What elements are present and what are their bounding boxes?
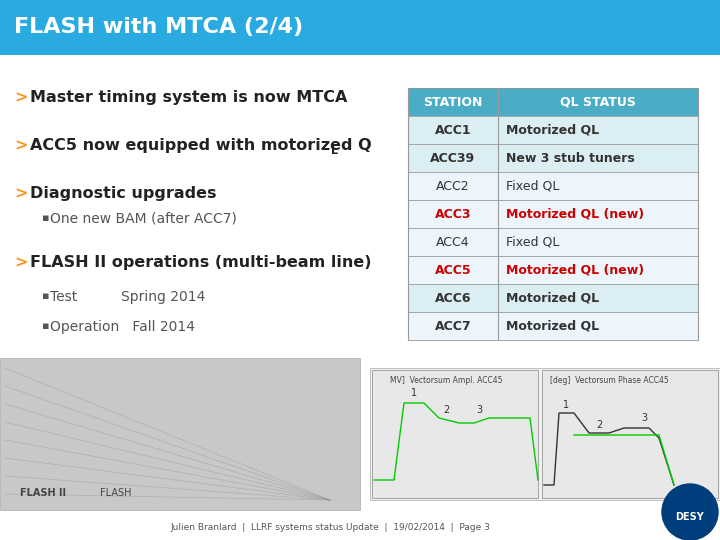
Text: >: > — [14, 255, 27, 270]
Text: MV]  Vectorsum Ampl. ACC45: MV] Vectorsum Ampl. ACC45 — [390, 376, 503, 385]
Bar — [408, 144, 698, 172]
Text: ACC5 now equipped with motorized Q: ACC5 now equipped with motorized Q — [30, 138, 372, 153]
Text: QL STATUS: QL STATUS — [560, 96, 636, 109]
Bar — [408, 284, 698, 312]
Text: >: > — [14, 90, 27, 105]
Bar — [0, 358, 360, 510]
Text: ACC1: ACC1 — [435, 124, 472, 137]
Text: Motorized QL: Motorized QL — [506, 292, 599, 305]
Text: New 3 stub tuners: New 3 stub tuners — [506, 152, 635, 165]
Bar — [0, 0, 720, 55]
Text: ACC4: ACC4 — [436, 235, 470, 248]
Text: Diagnostic upgrades: Diagnostic upgrades — [30, 186, 217, 201]
Text: Motorized QL: Motorized QL — [506, 124, 599, 137]
Text: 1: 1 — [563, 400, 569, 410]
Bar — [408, 312, 698, 340]
Text: DESY: DESY — [675, 512, 704, 522]
Text: ACC3: ACC3 — [435, 207, 472, 220]
Text: ACC39: ACC39 — [431, 152, 476, 165]
Bar — [372, 370, 538, 498]
Bar — [542, 370, 718, 498]
Text: Julien Branlard  |  LLRF systems status Update  |  19/02/2014  |  Page 3: Julien Branlard | LLRF systems status Up… — [170, 523, 490, 532]
Text: Motorized QL: Motorized QL — [506, 320, 599, 333]
Text: 3: 3 — [476, 405, 482, 415]
Bar — [408, 256, 698, 284]
Text: ▪: ▪ — [42, 321, 50, 331]
Text: ACC6: ACC6 — [435, 292, 472, 305]
Text: 1: 1 — [411, 388, 417, 398]
Text: ACC7: ACC7 — [435, 320, 472, 333]
Text: ▪: ▪ — [42, 291, 50, 301]
Bar — [408, 200, 698, 228]
Circle shape — [662, 484, 718, 540]
Text: >: > — [14, 186, 27, 201]
Text: FLASH: FLASH — [100, 488, 132, 498]
Text: Motorized QL (new): Motorized QL (new) — [506, 264, 644, 276]
Bar — [408, 116, 698, 144]
Text: Fixed QL: Fixed QL — [506, 179, 559, 192]
Text: Test          Spring 2014: Test Spring 2014 — [50, 290, 205, 304]
Text: ACC5: ACC5 — [435, 264, 472, 276]
Text: ACC2: ACC2 — [436, 179, 470, 192]
Bar — [408, 172, 698, 200]
Text: 3: 3 — [641, 413, 647, 423]
Text: FLASH II operations (multi-beam line): FLASH II operations (multi-beam line) — [30, 255, 372, 270]
Text: 2: 2 — [443, 405, 449, 415]
Text: Operation   Fall 2014: Operation Fall 2014 — [50, 320, 195, 334]
Text: One new BAM (after ACC7): One new BAM (after ACC7) — [50, 212, 237, 226]
Text: Master timing system is now MTCA: Master timing system is now MTCA — [30, 90, 347, 105]
Text: [deg]  Vectorsum Phase ACC45: [deg] Vectorsum Phase ACC45 — [550, 376, 669, 385]
Text: FLASH II: FLASH II — [20, 488, 66, 498]
Text: ▪: ▪ — [42, 213, 50, 223]
Text: 2: 2 — [596, 420, 602, 430]
Text: STATION: STATION — [423, 96, 482, 109]
Bar — [408, 88, 698, 116]
Bar — [370, 368, 720, 500]
Bar — [408, 228, 698, 256]
Text: Motorized QL (new): Motorized QL (new) — [506, 207, 644, 220]
Text: >: > — [14, 138, 27, 153]
Text: Fixed QL: Fixed QL — [506, 235, 559, 248]
Text: FLASH with MTCA (2/4): FLASH with MTCA (2/4) — [14, 17, 303, 37]
Text: L: L — [331, 146, 338, 156]
